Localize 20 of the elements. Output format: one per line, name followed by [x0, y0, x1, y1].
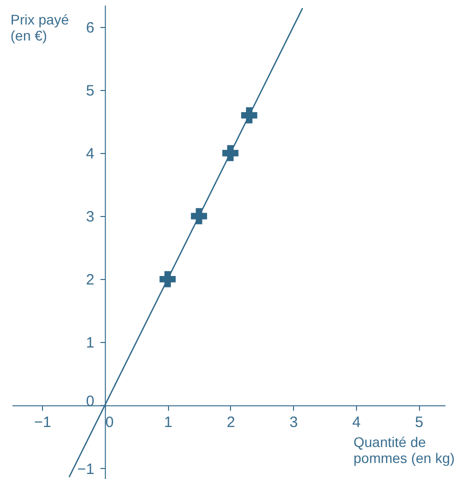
y-tick-label: 6 [86, 20, 94, 37]
point [222, 145, 238, 162]
x-tick-label: 1 [164, 414, 172, 431]
x-tick-label: −1 [34, 414, 52, 431]
y-tick-label: −1 [77, 460, 94, 478]
point [190, 208, 208, 224]
y-tick-label: 5 [86, 82, 94, 100]
x-tick-label: 5 [414, 414, 424, 431]
point [241, 107, 258, 124]
point [160, 271, 176, 288]
x-tick-label: 2 [226, 414, 236, 431]
y-tick-label: 2 [86, 272, 94, 289]
x-tick-label: 3 [289, 414, 298, 431]
x-axis-title: Quantité de pommes (en kg) [354, 434, 455, 466]
y-axis-title: Prix payé (en €) [10, 12, 70, 44]
y-tick-label: 4 [86, 146, 94, 163]
y-tick-label: 1 [86, 334, 94, 352]
x-tick-label: 0 [105, 414, 114, 431]
x-tick-label: 4 [352, 414, 361, 431]
y-tick-label: 3 [86, 208, 94, 226]
